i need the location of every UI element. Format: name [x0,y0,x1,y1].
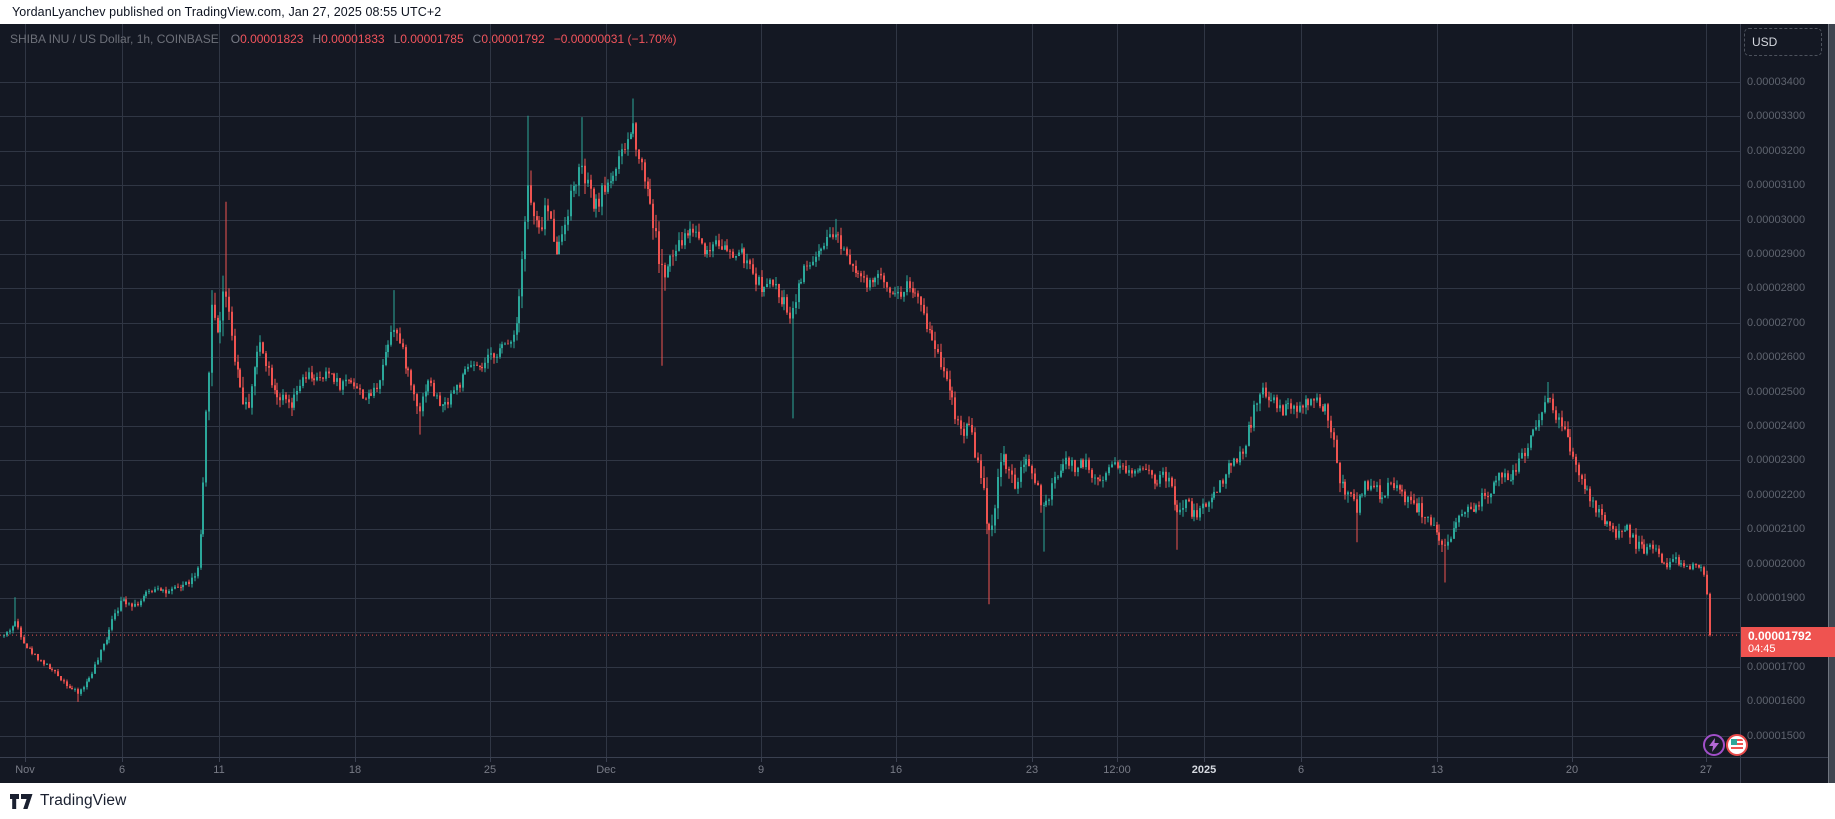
tradingview-logo-icon [10,793,33,809]
currency-usd-label: USD [1752,35,1778,49]
time-axis-label: 27 [1699,764,1713,776]
last-price-badge: 0.00001792 04:45 [1741,627,1835,658]
ohlc-close: C0.00001792 [472,32,545,46]
last-price-value: 0.00001792 [1748,628,1812,643]
time-axis-label: 2025 [1191,764,1217,776]
price-axis-label: 0.00002000 [1747,557,1806,570]
time-axis-label: Nov [15,764,35,776]
price-axis-label: 0.00002200 [1747,488,1806,501]
price-axis-label: 0.00002800 [1747,282,1806,295]
flag-icon [1731,739,1743,751]
price-axis-label: 0.00002100 [1747,523,1806,536]
time-axis-label: 20 [1565,764,1579,776]
price-axis-label: 0.00001900 [1747,592,1806,604]
lightning-icon [1709,738,1719,752]
ohlc-open: O0.00001823 [230,32,304,46]
ohlc-high: H0.00001833 [312,32,385,46]
tradingview-logo[interactable]: TradingView [10,792,126,810]
price-axis-label: 0.00001600 [1747,695,1806,708]
chart-region[interactable]: SHIBA INU / US Dollar, 1h, COINBASE O0.0… [0,24,1835,783]
price-axis-label: 0.00003100 [1747,179,1806,192]
price-axis-label: 0.00002500 [1747,385,1806,398]
price-axis-label: 0.00002900 [1747,248,1806,260]
price-axis-label: 0.00002400 [1747,420,1806,432]
lightning-icon-button[interactable] [1703,734,1725,756]
price-change: −0.00000031 (−1.70%) [553,32,677,46]
time-axis-label: 6 [1297,764,1305,776]
time-axis-label: 23 [1025,764,1039,776]
price-axis-label: 0.00003200 [1747,144,1806,157]
time-axis-label: 11 [213,764,225,776]
time-axis-label: 9 [757,764,765,776]
price-axis-label: 0.00002300 [1747,454,1806,467]
tradingview-logo-text: TradingView [40,792,127,809]
footer-bar: TradingView [0,783,1835,819]
time-axis-label: 13 [1430,764,1444,776]
time-axis-label: 6 [118,764,126,776]
currency-usd-button[interactable]: USD [1744,28,1822,56]
time-axis-label: 25 [483,764,497,776]
price-axis-label: 0.00001700 [1747,660,1806,673]
publish-info-bar: YordanLyanchev published on TradingView.… [0,0,1835,24]
price-axis-label: 0.00003300 [1747,110,1806,123]
time-axis-label: 18 [348,764,362,776]
time-axis-label: 12:00 [1103,764,1131,776]
time-axis-label: 16 [889,764,903,776]
symbol-title: SHIBA INU / US Dollar, 1h, COINBASE [10,32,219,46]
publish-info-text: YordanLyanchev published on TradingView.… [12,5,442,19]
bar-countdown: 04:45 [1748,642,1776,655]
ohlc-low: L0.00001785 [393,32,464,46]
symbol-legend: SHIBA INU / US Dollar, 1h, COINBASE O0.0… [10,31,677,47]
price-axis-label: 0.00001500 [1747,729,1806,742]
price-axis-label: 0.00003000 [1747,213,1806,226]
window-edge-strip [1828,24,1835,783]
price-axis-label: 0.00003400 [1747,76,1806,88]
price-axis-label: 0.00002600 [1747,351,1806,364]
price-axis-label: 0.00002700 [1747,316,1806,329]
candlestick-chart-canvas[interactable] [0,24,1835,783]
flag-icon-button[interactable] [1726,734,1748,756]
time-axis-label: Dec [596,764,616,776]
